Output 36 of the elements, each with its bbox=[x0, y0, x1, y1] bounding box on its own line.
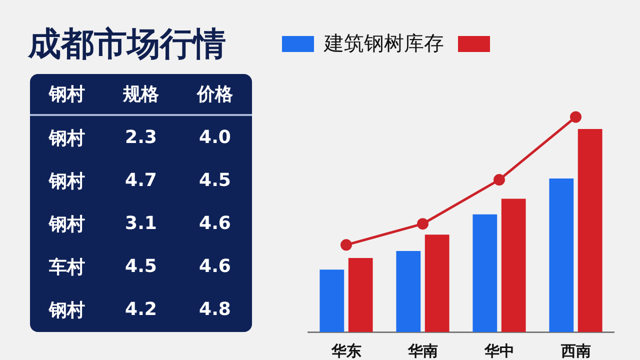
x-tick-label: 西南 bbox=[560, 342, 591, 360]
category-label: 钢村 bbox=[49, 128, 85, 148]
category-label: 钢村 bbox=[49, 170, 85, 192]
point bbox=[417, 218, 428, 230]
point bbox=[494, 174, 505, 186]
text: 4.5 bbox=[124, 256, 158, 277]
category-label: 钢村 bbox=[49, 300, 85, 320]
bar bbox=[549, 178, 574, 332]
bar bbox=[320, 270, 344, 332]
category-label: 车村 bbox=[49, 256, 85, 278]
bar bbox=[578, 129, 602, 332]
text: 2.3 bbox=[124, 127, 158, 148]
text: 4.8 bbox=[198, 299, 232, 320]
text: 成都市场行情 bbox=[28, 23, 226, 65]
point bbox=[340, 239, 352, 251]
category-label: 规格 bbox=[122, 83, 160, 106]
x-tick-label: 华东 bbox=[330, 342, 362, 360]
point bbox=[570, 111, 582, 123]
category-label: 价格 bbox=[196, 83, 234, 106]
text: 4.2 bbox=[124, 299, 158, 320]
text: 4.5 bbox=[198, 170, 232, 191]
bar bbox=[472, 214, 498, 332]
text: 4.7 bbox=[124, 170, 158, 191]
x-tick-label: 华中 bbox=[483, 342, 514, 360]
category-label: 钢村 bbox=[48, 83, 86, 106]
text: 4.0 bbox=[198, 127, 232, 148]
text: 4.6 bbox=[198, 256, 232, 277]
legend-label: 建筑钢树库存 bbox=[324, 30, 444, 57]
bar bbox=[396, 250, 421, 332]
text: 3.1 bbox=[124, 213, 158, 234]
x-tick-label: 华南 bbox=[406, 342, 438, 360]
bar bbox=[424, 234, 450, 332]
bar bbox=[501, 198, 526, 332]
category-label: 钢村 bbox=[49, 214, 85, 234]
text: 4.6 bbox=[198, 213, 232, 234]
bar bbox=[348, 258, 373, 332]
